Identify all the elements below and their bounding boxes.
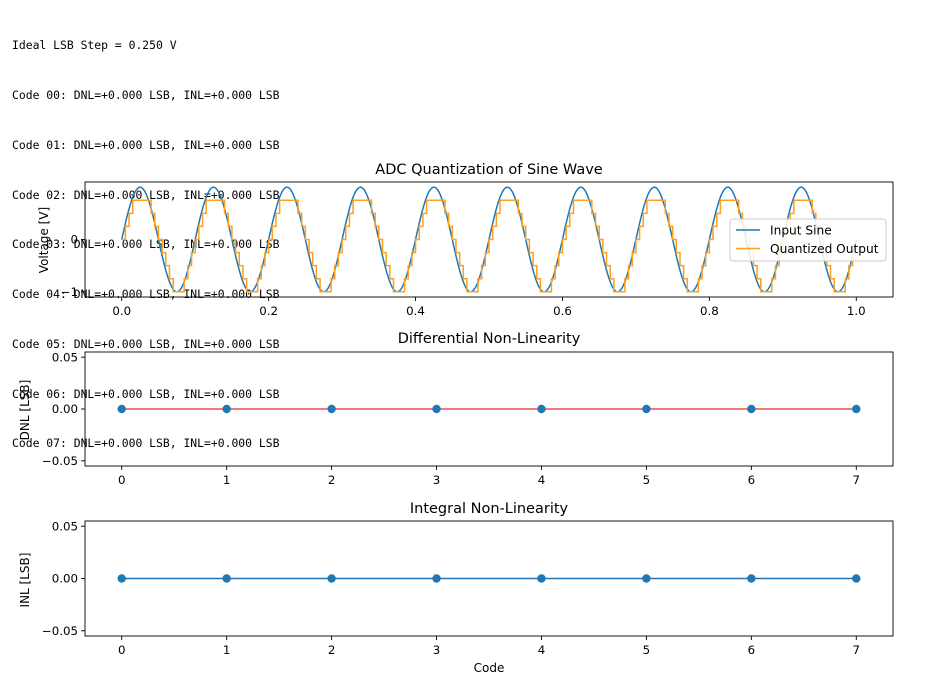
dnl-point	[222, 404, 231, 414]
dnl-plot: 0 1 2 3 4 5 6 7 −0.05 0.00 0.05	[42, 350, 894, 487]
console-line: Ideal LSB Step = 0.250 V	[12, 38, 177, 53]
console-line: Code 06: DNL=+0.000 LSB, INL=+0.000 LSB	[12, 386, 280, 401]
y-axis-label: DNL [LSB]	[18, 380, 32, 441]
y-tick-label: −1	[61, 285, 78, 299]
console-line: Code 05: DNL=+0.000 LSB, INL=+0.000 LSB	[12, 336, 280, 351]
dnl-point	[852, 404, 861, 414]
console-line: Code 04: DNL=+0.000 LSB, INL=+0.000 LSB	[12, 287, 280, 302]
legend-label: Input Sine	[770, 223, 832, 237]
y-tick-label: −0.05	[42, 454, 78, 468]
axes-frame	[84, 351, 894, 467]
x-tick-label: 0	[118, 473, 126, 487]
inl-point	[327, 574, 336, 583]
chart-title: Integral Non-Linearity	[410, 501, 569, 517]
x-axis-label: Code	[474, 661, 505, 675]
x-tick-label: 7	[853, 473, 861, 487]
inl-point	[642, 574, 651, 583]
x-tick-label: 0.6	[553, 304, 572, 318]
x-tick-label: 4	[538, 473, 546, 487]
y-tick-label: 0.05	[52, 350, 78, 364]
x-tick-label: 0.8	[700, 304, 719, 318]
inl-point	[117, 574, 126, 583]
legend-box	[729, 218, 887, 262]
dnl-point	[537, 404, 546, 414]
x-tick-label: 3	[433, 643, 441, 657]
console-output: Ideal LSB Step = 0.250 V Code 00: DNL=+0…	[12, 4, 279, 469]
chart-title: Differential Non-Linearity	[398, 331, 581, 347]
x-tick-label: 5	[643, 473, 651, 487]
sine-quantization-plot: 0.0 0.2 0.4 0.6 0.8 1.0 −1 0 Input Sine Quantized…	[61, 181, 894, 318]
x-tick-label: 6	[748, 473, 756, 487]
dnl-point	[642, 404, 651, 414]
x-tick-label: 5	[643, 643, 651, 657]
y-tick-label: −0.05	[42, 624, 78, 638]
x-tick-label: 1	[223, 473, 231, 487]
inl-point	[747, 574, 756, 583]
console-line: Code 01: DNL=+0.000 LSB, INL=+0.000 LSB	[12, 137, 280, 152]
chart-title: ADC Quantization of Sine Wave	[375, 162, 603, 178]
dnl-point	[117, 404, 126, 414]
inl-point	[852, 574, 861, 583]
inl-plot: 0 1 2 3 4 5 6 7 −0.05 0.00 0.05	[42, 519, 894, 657]
y-tick-label: 0.00	[52, 572, 78, 586]
inl-point	[222, 574, 231, 583]
inl-point	[537, 574, 546, 583]
x-tick-label: 3	[433, 473, 441, 487]
console-line: Code 02: DNL=+0.000 LSB, INL=+0.000 LSB	[12, 187, 280, 202]
inl-point	[432, 574, 441, 583]
x-tick-label: 0.2	[259, 304, 278, 318]
x-tick-label: 0	[118, 643, 126, 657]
console-line: Code 07: DNL=+0.000 LSB, INL=+0.000 LSB	[12, 436, 280, 451]
legend-label: Quantized Output	[770, 242, 879, 256]
axes-frame	[84, 181, 894, 298]
axes-frame	[84, 520, 894, 637]
dnl-point	[747, 404, 756, 414]
x-tick-label: 7	[853, 643, 861, 657]
x-tick-label: 0.4	[406, 304, 425, 318]
y-axis-label: Voltage [V]	[37, 207, 51, 273]
x-tick-label: 6	[748, 643, 756, 657]
y-tick-label: 0	[70, 233, 78, 247]
console-line: Code 00: DNL=+0.000 LSB, INL=+0.000 LSB	[12, 87, 280, 102]
y-tick-label: 0.00	[52, 402, 78, 416]
x-tick-label: 1	[223, 643, 231, 657]
dnl-point	[432, 404, 441, 414]
y-tick-label: 0.05	[52, 519, 78, 533]
y-axis-label: INL [LSB]	[18, 553, 32, 608]
x-tick-label: 1.0	[847, 304, 866, 318]
x-tick-label: 2	[328, 473, 336, 487]
x-tick-label: 2	[328, 643, 336, 657]
quantized-output-step	[121, 199, 857, 293]
dnl-point	[327, 404, 336, 414]
x-tick-label: 0.0	[112, 304, 131, 318]
x-tick-label: 4	[538, 643, 546, 657]
